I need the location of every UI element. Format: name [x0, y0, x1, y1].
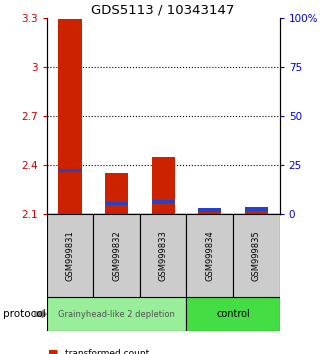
Text: ■: ■ [48, 349, 59, 354]
Text: control: control [216, 309, 250, 319]
Bar [152, 157, 175, 214]
Bar [93, 214, 140, 297]
Bar [245, 207, 268, 211]
Text: GSM999834: GSM999834 [205, 230, 214, 281]
Bar [245, 208, 268, 214]
Text: GSM999831: GSM999831 [65, 230, 75, 281]
Bar [105, 173, 128, 214]
Bar [186, 214, 233, 297]
Bar [233, 214, 280, 297]
Bar [105, 201, 128, 205]
Text: Grainyhead-like 2 depletion: Grainyhead-like 2 depletion [58, 310, 175, 319]
Bar [47, 214, 93, 297]
Title: GDS5113 / 10343147: GDS5113 / 10343147 [92, 4, 235, 17]
Text: GSM999835: GSM999835 [252, 230, 261, 281]
Bar [140, 214, 186, 297]
Bar [58, 19, 82, 214]
Text: transformed count: transformed count [65, 349, 149, 354]
Bar [198, 208, 221, 212]
Bar [152, 200, 175, 204]
Text: GSM999833: GSM999833 [159, 230, 168, 281]
Bar [186, 297, 280, 331]
Bar [58, 169, 82, 172]
Text: GSM999832: GSM999832 [112, 230, 121, 281]
Bar [47, 297, 186, 331]
Bar [198, 209, 221, 214]
Text: protocol: protocol [3, 309, 46, 319]
